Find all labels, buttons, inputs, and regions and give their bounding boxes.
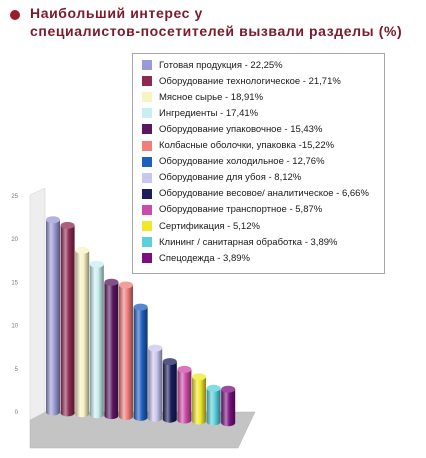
y-tick-label-2: 10 (11, 324, 18, 330)
bar-cap-10 (192, 373, 206, 381)
bar-9 (177, 365, 192, 424)
bar-body-10 (192, 376, 206, 425)
bar-body-3 (89, 264, 104, 419)
legend-swatch-6 (142, 156, 152, 167)
legend-swatch-12 (142, 253, 152, 264)
bar-body-7 (148, 348, 163, 422)
legend-item-7: Оборудование для убоя - 8,12% (142, 171, 301, 185)
chart-legend: Готовая продукция - 22,25% Оборудование т… (132, 53, 385, 274)
bar-body-12 (221, 389, 236, 427)
bar-body-6 (133, 307, 148, 421)
bar-body-8 (162, 361, 177, 423)
legend-item-4: Оборудование упаковочное - 15,43% (142, 122, 322, 136)
y-tick-label-1: 5 (15, 367, 19, 373)
legend-label-0: Готовая продукция - 22,25% (159, 59, 283, 71)
title-bullet-icon (10, 10, 20, 20)
bar-cap-0 (46, 216, 60, 224)
y-tick-label-4: 20 (11, 237, 18, 243)
bar-cap-2 (75, 246, 90, 254)
bar-cap-9 (177, 365, 192, 373)
legend-swatch-8 (142, 188, 152, 199)
legend-label-4: Оборудование упаковочное - 15,43% (159, 123, 323, 135)
legend-swatch-0 (142, 60, 152, 70)
bar-5 (119, 281, 133, 421)
bar-cap-11 (206, 384, 221, 392)
legend-label-6: Оборудование холодильное - 12,76% (159, 156, 325, 168)
legend-item-5: Колбасные оболочки, упаковка -15,22% (142, 139, 334, 153)
bar-cap-5 (119, 281, 133, 289)
y-tick-label-3: 15 (11, 280, 18, 286)
bar-0 (46, 216, 61, 416)
legend-swatch-4 (142, 124, 152, 135)
legend-item-9: Оборудование транспортное - 5,87% (142, 203, 322, 217)
legend-swatch-10 (142, 221, 152, 231)
bar-2 (75, 246, 90, 418)
legend-swatch-11 (142, 237, 152, 248)
bar-11 (206, 384, 221, 426)
bar-4 (104, 278, 119, 420)
legend-label-5: Колбасные оболочки, упаковка -15,22% (159, 140, 335, 151)
bar-1 (60, 221, 75, 417)
legend-swatch-7 (142, 172, 152, 183)
bar-cap-6 (133, 303, 148, 311)
legend-label-8: Оборудование весовое/ аналитическое - 6,… (159, 188, 369, 200)
legend-item-6: Оборудование холодильное - 12,76% (142, 155, 325, 169)
legend-label-11: Клининг / санитарная обработка - 3,89% (159, 236, 338, 248)
legend-label-10: Сертификация - 5,12% (159, 220, 260, 232)
chart-title: Наибольший интерес у специалистов-посети… (30, 5, 403, 39)
legend-label-3: Ингредиенты - 17,41% (159, 107, 259, 119)
legend-item-10: Сертификация - 5,12% (142, 219, 260, 233)
legend-label-9: Оборудование транспортное - 5,87% (159, 204, 323, 216)
bar-body-1 (60, 225, 75, 417)
bar-cap-3 (89, 260, 104, 268)
bar-body-9 (177, 369, 192, 424)
y-tick-label-0: 0 (15, 410, 19, 416)
bar-12 (221, 385, 236, 427)
legend-item-1: Оборудование технологическое - 21,71% (142, 74, 341, 88)
bar-body-5 (119, 284, 133, 421)
bar-body-2 (75, 250, 90, 418)
chart-wall (29, 187, 46, 421)
legend-swatch-3 (142, 108, 152, 119)
legend-swatch-2 (142, 92, 152, 103)
y-tick-label-5: 25 (11, 194, 18, 200)
legend-label-2: Мясное сырье - 18,91% (159, 91, 264, 103)
legend-swatch-9 (142, 204, 152, 215)
legend-item-0: Готовая продукция - 22,25% (142, 58, 283, 72)
bar-6 (133, 303, 148, 421)
legend-label-1: Оборудование технологическое - 21,71% (159, 75, 341, 87)
bar-3 (89, 260, 104, 419)
legend-item-3: Ингредиенты - 17,41% (142, 106, 258, 120)
bar-body-11 (206, 388, 221, 426)
bar-cap-4 (104, 278, 119, 286)
legend-swatch-5 (142, 140, 152, 151)
legend-item-8: Оборудование весовое/ аналитическое - 6,… (142, 187, 369, 201)
bar-7 (148, 344, 163, 422)
bar-cap-8 (162, 358, 177, 366)
legend-swatch-1 (142, 76, 152, 87)
legend-item-12: Спецодежда - 3,89% (142, 251, 250, 265)
legend-item-2: Мясное сырье - 18,91% (142, 90, 263, 104)
bar-body-0 (46, 219, 61, 416)
bar-cap-12 (221, 385, 236, 393)
bar-8 (162, 358, 177, 423)
bar-body-4 (104, 282, 119, 420)
bar-cap-7 (148, 344, 163, 352)
legend-label-7: Оборудование для убоя - 8,12% (159, 172, 302, 184)
bar-10 (192, 373, 206, 425)
bar-cap-1 (60, 221, 75, 229)
legend-item-11: Клининг / санитарная обработка - 3,89% (142, 235, 337, 249)
legend-label-12: Спецодежда - 3,89% (159, 252, 250, 264)
